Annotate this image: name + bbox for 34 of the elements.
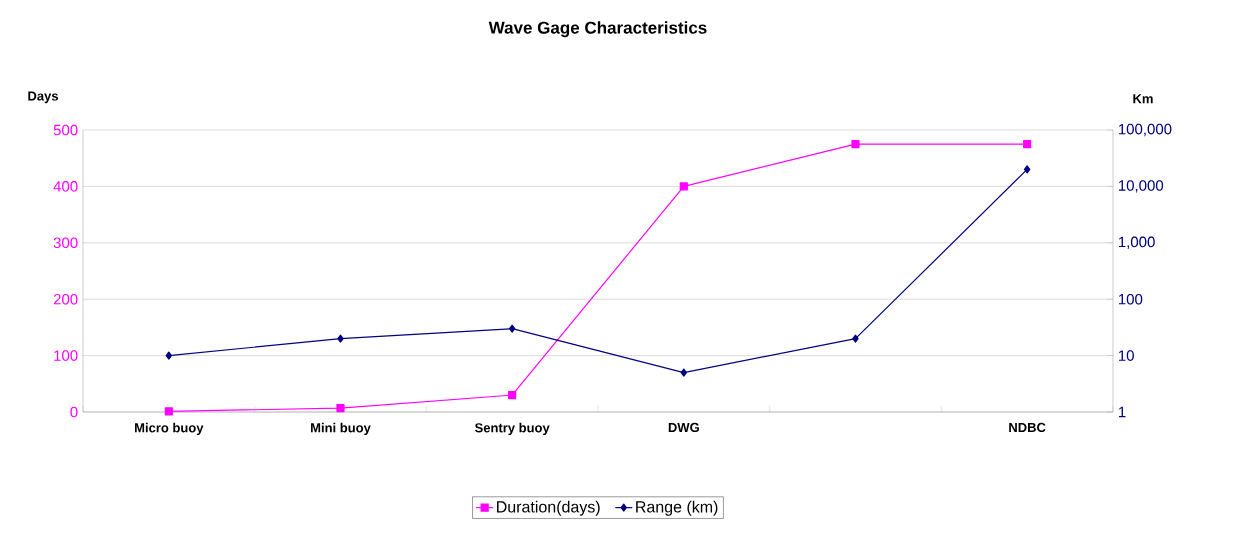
point bbox=[164, 407, 173, 416]
point bbox=[1023, 140, 1032, 149]
y2-tick-label: 10 bbox=[1118, 350, 1134, 361]
y-tick-label: 0 bbox=[70, 406, 78, 418]
y2-tick-label: 10,000 bbox=[1118, 180, 1164, 193]
point bbox=[679, 182, 688, 191]
x-tick-label: Micro buoy bbox=[135, 422, 204, 435]
point bbox=[337, 334, 344, 343]
legend-label: Range (km) bbox=[636, 500, 718, 516]
point bbox=[336, 403, 345, 413]
chart-title: Wave Gage Characteristics bbox=[488, 21, 707, 38]
x-tick-label: Mini buoy bbox=[311, 422, 371, 435]
point bbox=[508, 324, 516, 333]
y-axis-title: Days bbox=[28, 91, 59, 104]
y2-tick-label: 1 bbox=[1118, 406, 1126, 418]
point bbox=[680, 368, 688, 377]
y-tick-label: 200 bbox=[53, 293, 78, 305]
y2-axis-title: Km bbox=[1133, 94, 1153, 104]
point bbox=[852, 334, 859, 343]
point bbox=[1023, 165, 1031, 174]
y2-tick-label: 1,000 bbox=[1118, 236, 1155, 249]
y-tick-label: 300 bbox=[53, 237, 78, 249]
y2-tick-label: 100,000 bbox=[1118, 123, 1172, 137]
y-tick-label: 400 bbox=[53, 181, 78, 192]
x-tick-label: NDBC bbox=[1009, 422, 1046, 433]
x-tick-label: DWG bbox=[668, 422, 699, 433]
y-tick-label: 500 bbox=[53, 124, 78, 136]
point bbox=[508, 390, 517, 400]
point bbox=[851, 140, 860, 149]
point bbox=[165, 351, 173, 360]
y-tick-label: 100 bbox=[54, 350, 78, 361]
y2-tick-label: 100 bbox=[1118, 293, 1143, 305]
x-tick-label: Sentry buoy bbox=[474, 422, 550, 435]
legend-label: Duration(days) bbox=[497, 500, 600, 516]
